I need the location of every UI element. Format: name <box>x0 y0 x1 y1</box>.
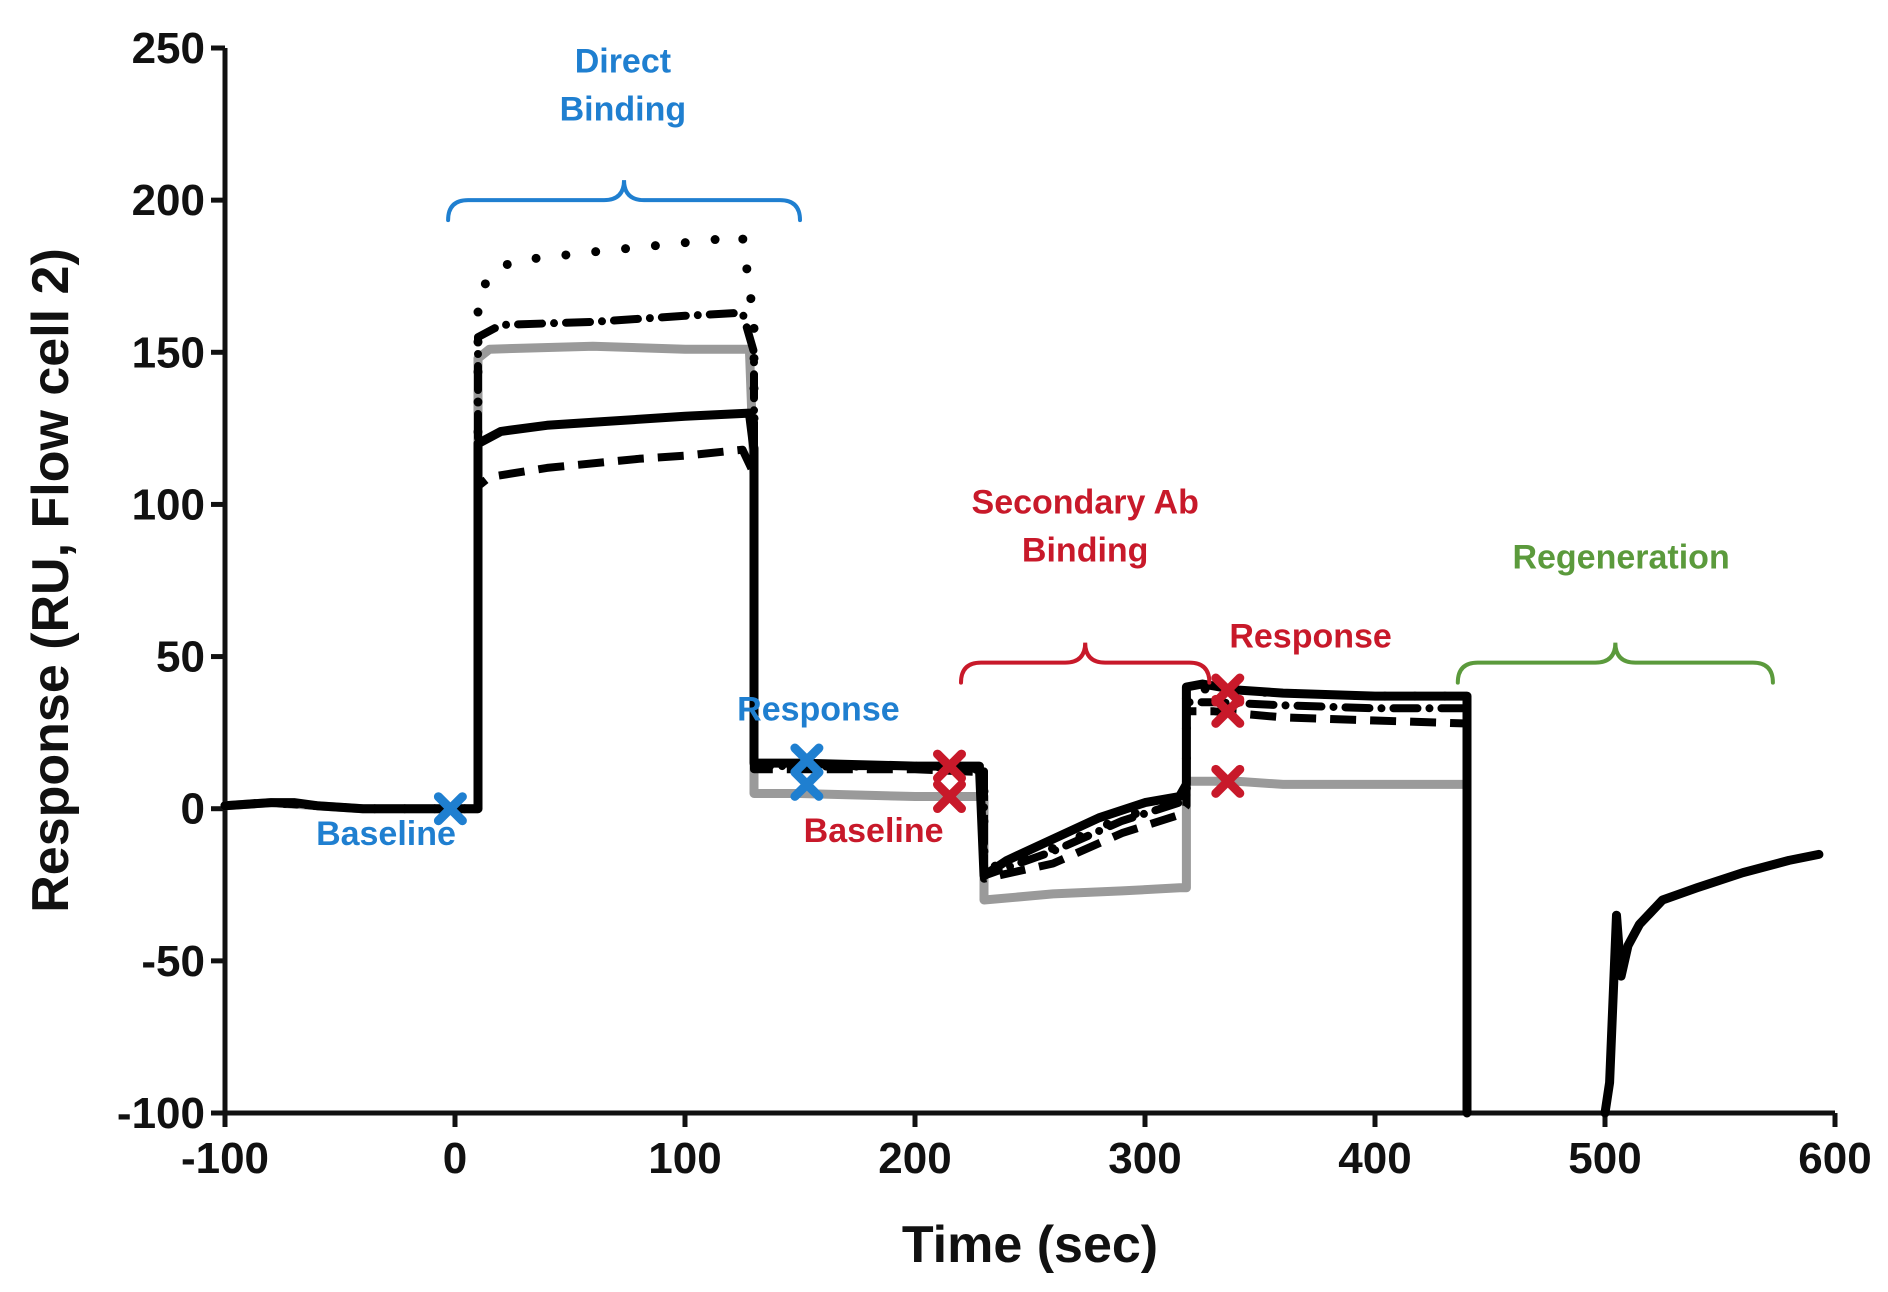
x-tick-label: 200 <box>878 1134 951 1183</box>
series-dashed <box>224 445 1471 1113</box>
x-tick-label: 0 <box>443 1134 467 1183</box>
x-marker-stroke <box>1211 764 1245 798</box>
x-tick-label: 400 <box>1338 1134 1411 1183</box>
bracket-direct-binding <box>446 180 802 223</box>
series-black-solid <box>220 408 1472 1118</box>
x-axis-title: Time (sec) <box>902 1216 1158 1274</box>
direct-binding-label: Binding <box>560 90 687 128</box>
y-tick-label: 50 <box>156 633 205 682</box>
x-tick-label: 500 <box>1568 1134 1641 1183</box>
x-marker <box>790 743 824 777</box>
x-marker-stroke <box>1211 694 1245 728</box>
y-tick-label: -50 <box>141 937 205 986</box>
regeneration-label: Regeneration <box>1512 538 1729 576</box>
baseline-blue: Baseline <box>316 815 456 853</box>
x-tick-label: 600 <box>1798 1134 1871 1183</box>
x-marker <box>1211 764 1245 798</box>
y-tick-label: 100 <box>132 480 205 529</box>
y-axis-title: Response (RU, Flow cell 2) <box>22 248 80 913</box>
series-dash-dot <box>221 308 1471 1117</box>
axes: -100 -50 0 50 100 150 200 250 -100 0 100 200 300 400 5… <box>117 24 1872 1183</box>
x-marker-stroke <box>433 792 467 826</box>
y-tick-label: 250 <box>132 24 205 73</box>
x-marker-stroke <box>933 749 966 783</box>
x-marker <box>933 749 966 783</box>
x-marker-stroke <box>790 767 824 801</box>
response-blue: Response <box>737 690 900 728</box>
x-marker <box>1211 694 1245 728</box>
direct-binding-label: Direct <box>575 42 671 80</box>
point-markers <box>433 673 1245 826</box>
x-marker <box>790 767 824 801</box>
y-tick-label: 200 <box>132 176 205 225</box>
secondary-ab-label: Binding <box>1022 532 1149 570</box>
x-marker <box>433 792 467 826</box>
response-red: Response <box>1229 617 1392 655</box>
y-tick-label: 150 <box>132 328 205 377</box>
series-dotted <box>220 232 1472 1118</box>
data-series <box>220 232 1824 1118</box>
x-marker <box>933 780 966 814</box>
series-regeneration-recovery <box>1600 849 1824 1118</box>
baseline-red: Baseline <box>804 812 944 850</box>
x-marker-stroke <box>933 780 966 814</box>
secondary-ab-label: Secondary Ab <box>972 484 1199 522</box>
bracket-secondary-ab-binding <box>959 642 1212 685</box>
y-tick-label: 0 <box>181 785 205 834</box>
x-tick-label: 300 <box>1108 1134 1181 1183</box>
x-tick-label: -100 <box>181 1134 269 1183</box>
y-tick-label: -100 <box>117 1089 205 1138</box>
annotations: Direct Binding Baseline Response Secondary A… <box>316 42 1775 853</box>
x-tick-label: 100 <box>648 1134 721 1183</box>
x-marker-stroke <box>790 743 824 777</box>
bracket-regeneration <box>1455 642 1775 685</box>
